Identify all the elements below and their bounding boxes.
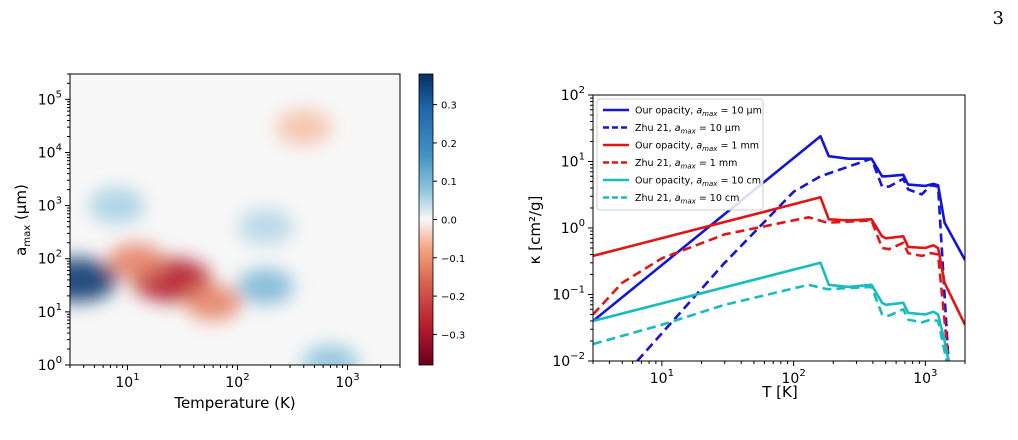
line-plot-y-tick-label: 10−2 bbox=[552, 351, 585, 370]
line-plot-panel: 101 102 103 10−2 10−1 100 101 102 T [K] κ [cm²… bbox=[526, 85, 966, 401]
heatmap-x-tick-label: 103 bbox=[335, 372, 359, 391]
heatmap-xlabel: Temperature (K) bbox=[173, 394, 295, 412]
heatmap-feature bbox=[275, 109, 332, 146]
legend-entry: Zhu 21, amax = 10 μm bbox=[635, 123, 740, 136]
line-plot-x-tick-label: 102 bbox=[781, 368, 805, 387]
line-plot-y-tick-label: 102 bbox=[561, 85, 585, 104]
legend-entry: Our opacity, amax = 10 cm bbox=[635, 176, 761, 189]
line-plot-x-tick-label: 101 bbox=[650, 368, 674, 387]
colorbar-tick-label: 0.0 bbox=[441, 216, 457, 227]
colorbar: 0.3 0.2 0.1 0.0 −0.1 −0.2 −0.3 bbox=[418, 73, 465, 366]
line-plot-ylabel: κ [cm²/g] bbox=[526, 196, 544, 265]
heatmap-x-tick-label: 102 bbox=[225, 372, 249, 391]
heatmap-y-tick-label: 105 bbox=[38, 89, 62, 108]
heatmap-ylabel: amax (μm) bbox=[12, 184, 33, 256]
series-line bbox=[593, 283, 948, 361]
heatmap-x-tick-label: 101 bbox=[115, 372, 139, 391]
heatmap-frame bbox=[69, 73, 401, 366]
colorbar-tick-label: −0.1 bbox=[441, 254, 465, 265]
heatmap-feature bbox=[237, 208, 294, 245]
heatmap-feature bbox=[108, 243, 165, 280]
legend-entry: Zhu 21, amax = 1 mm bbox=[635, 158, 737, 171]
colorbar-tick-label: 0.1 bbox=[441, 177, 457, 188]
series-line bbox=[636, 157, 950, 361]
heatmap-feature bbox=[70, 257, 118, 302]
heatmap-y-tick-label: 101 bbox=[38, 302, 62, 321]
heatmap-y-tick-label: 103 bbox=[38, 196, 62, 215]
colorbar-tick-label: −0.2 bbox=[441, 292, 465, 303]
heatmap-y-tick-label: 104 bbox=[38, 142, 62, 161]
colorbar-tick-label: 0.3 bbox=[441, 101, 457, 112]
heatmap-y-tick-label: 100 bbox=[38, 355, 62, 374]
colorbar-tick-label: −0.3 bbox=[441, 330, 465, 341]
legend: Our opacity, amax = 10 μm Zhu 21, amax = … bbox=[596, 98, 764, 211]
series-line bbox=[593, 261, 950, 361]
heatmap-feature bbox=[88, 187, 145, 224]
heatmap-feature bbox=[185, 284, 242, 321]
heatmap-y-tick-label: 102 bbox=[38, 249, 62, 268]
legend-entry: Zhu 21, amax = 10 cm bbox=[635, 193, 739, 206]
colorbar-gradient bbox=[418, 73, 434, 366]
line-plot-y-tick-label: 101 bbox=[561, 152, 585, 171]
heatmap-panel: 101 102 103 100 101 102 103 104 105 Temperature… bbox=[12, 73, 401, 412]
page-number: 3 bbox=[992, 8, 1004, 29]
line-plot-y-tick-label: 100 bbox=[561, 218, 585, 237]
colorbar-tick-label: 0.2 bbox=[441, 139, 457, 150]
heatmap-feature bbox=[237, 268, 294, 305]
series-line bbox=[593, 134, 965, 323]
series-line bbox=[593, 196, 965, 326]
legend-entry: Our opacity, amax = 1 mm bbox=[635, 141, 759, 154]
line-plot-y-tick-label: 10−1 bbox=[552, 285, 585, 304]
legend-entry: Our opacity, amax = 10 μm bbox=[635, 106, 762, 119]
heatmap-feature bbox=[302, 344, 359, 365]
legend-box bbox=[596, 98, 764, 211]
line-plot-xlabel: T [K] bbox=[761, 383, 797, 401]
line-plot-x-tick-label: 103 bbox=[913, 368, 937, 387]
